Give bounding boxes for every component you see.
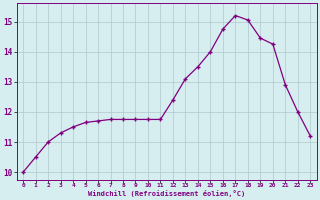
X-axis label: Windchill (Refroidissement éolien,°C): Windchill (Refroidissement éolien,°C) bbox=[88, 190, 245, 197]
